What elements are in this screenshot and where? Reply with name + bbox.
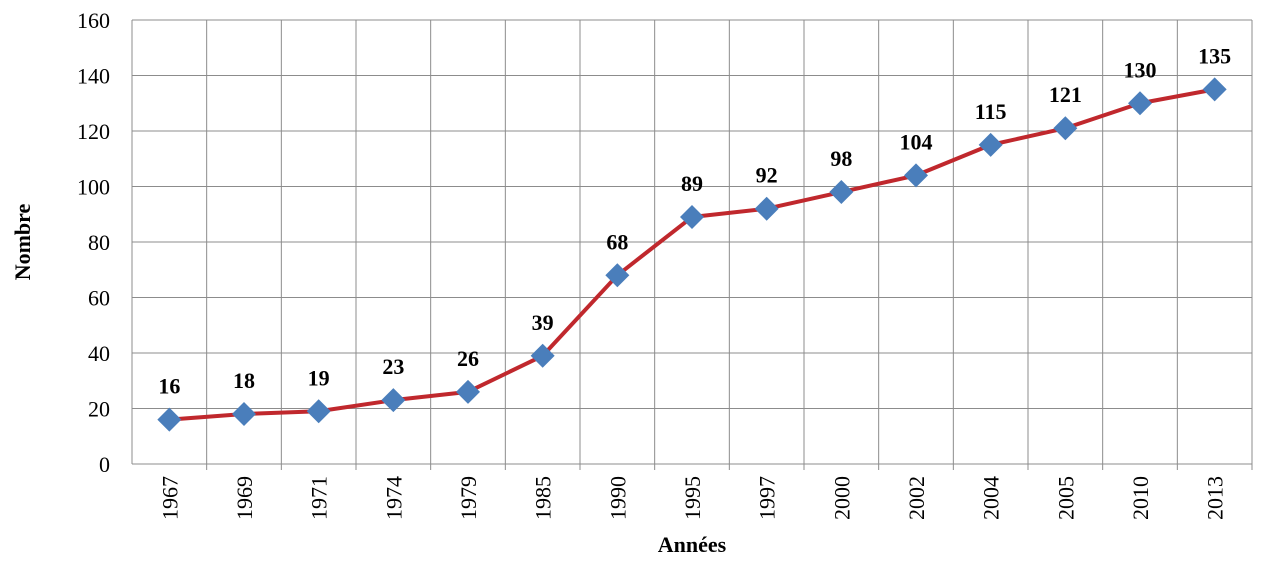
- x-tick-label: 2013: [1203, 476, 1228, 520]
- x-tick-label: 2002: [904, 476, 929, 520]
- data-label: 68: [606, 229, 628, 254]
- marker: [978, 132, 1003, 157]
- y-tick-label: 160: [77, 8, 110, 33]
- x-tick-label: 1969: [232, 476, 257, 520]
- y-tick-label: 140: [77, 64, 110, 89]
- y-axis-title: Nombre: [10, 203, 35, 280]
- marker: [306, 399, 331, 424]
- marker: [530, 343, 555, 368]
- data-label: 19: [308, 365, 330, 390]
- y-tick-label: 0: [99, 452, 110, 477]
- data-label: 23: [382, 354, 404, 379]
- marker: [1202, 77, 1227, 102]
- marker: [381, 388, 406, 413]
- marker: [754, 196, 779, 221]
- data-label: 104: [900, 129, 933, 154]
- x-tick-label: 1997: [755, 476, 780, 520]
- marker: [157, 407, 182, 432]
- data-label: 89: [681, 171, 703, 196]
- data-label: 130: [1124, 57, 1157, 82]
- marker: [829, 180, 854, 205]
- x-tick-label: 2004: [979, 476, 1004, 520]
- y-tick-label: 40: [88, 341, 110, 366]
- marker: [232, 402, 256, 427]
- x-tick-label: 1979: [456, 476, 481, 520]
- marker: [1053, 116, 1078, 141]
- data-label: 16: [158, 374, 180, 399]
- data-label: 135: [1198, 43, 1231, 68]
- y-tick-label: 100: [77, 175, 110, 200]
- x-tick-label: 2005: [1053, 476, 1078, 520]
- y-tick-label: 80: [88, 230, 110, 255]
- marker: [680, 205, 704, 230]
- y-tick-label: 20: [88, 397, 110, 422]
- marker: [605, 263, 630, 288]
- data-label: 26: [457, 346, 479, 371]
- x-tick-label: 1974: [381, 476, 406, 520]
- x-tick-label: 1990: [605, 476, 630, 520]
- x-tick-label: 1985: [531, 476, 556, 520]
- x-tick-label: 2000: [829, 476, 854, 520]
- data-label: 39: [532, 310, 554, 335]
- x-tick-label: 2010: [1128, 476, 1153, 520]
- marker: [456, 379, 480, 404]
- y-tick-label: 120: [77, 119, 110, 144]
- data-label: 98: [830, 146, 852, 171]
- marker: [904, 163, 928, 188]
- marker: [1128, 91, 1152, 116]
- x-tick-label: 1995: [680, 476, 705, 520]
- x-axis-title: Années: [658, 532, 727, 557]
- data-label: 18: [233, 368, 255, 393]
- x-tick-label: 1971: [307, 476, 332, 520]
- x-tick-label: 1967: [157, 476, 182, 520]
- data-label: 115: [975, 99, 1007, 124]
- y-tick-label: 60: [88, 286, 110, 311]
- data-label: 121: [1049, 82, 1082, 107]
- data-label: 92: [756, 163, 778, 188]
